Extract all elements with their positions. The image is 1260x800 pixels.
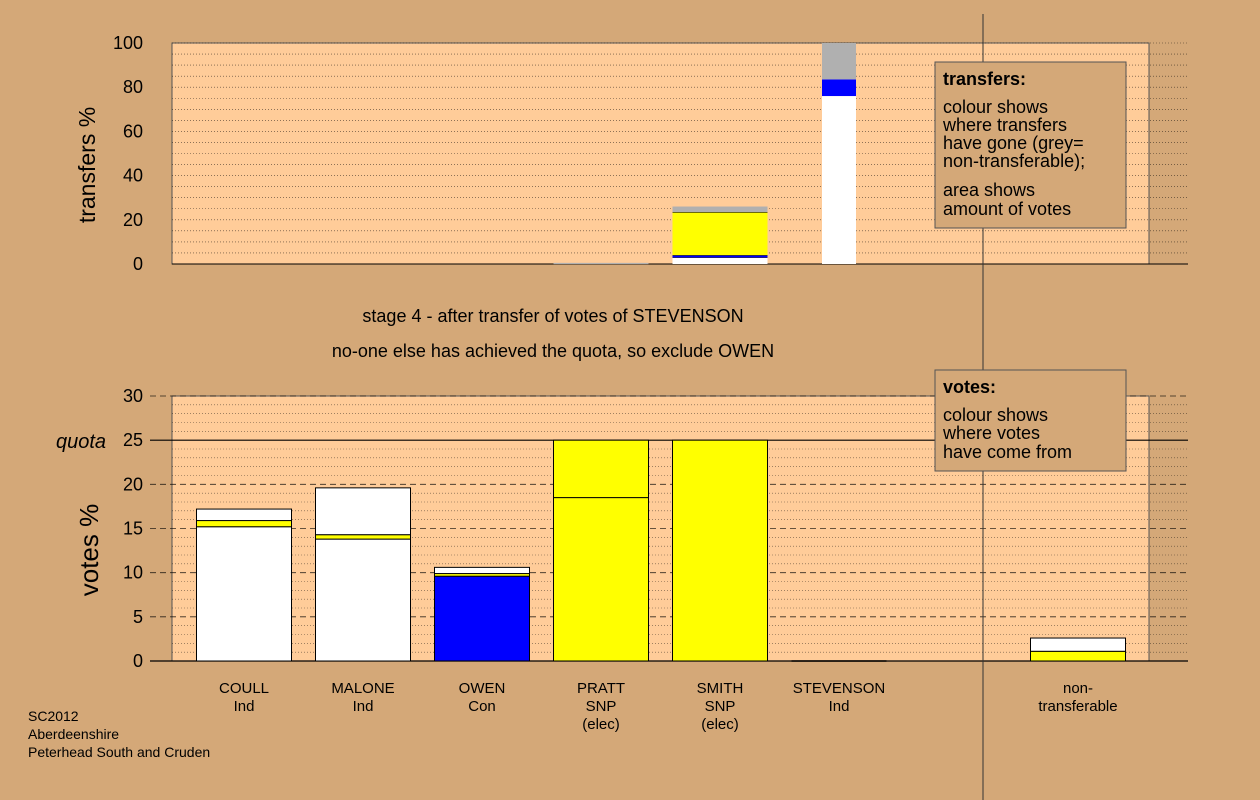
y-tick-label: 10 [123, 563, 143, 583]
vote-bar-segment [553, 497, 649, 662]
category-label: COULL [219, 680, 269, 697]
vote-bar-segment [1030, 650, 1126, 662]
transfer-bar-segment [553, 262, 649, 265]
y-tick-label: 25 [123, 430, 143, 450]
votes-legend: votes: colour shows where votes have com… [934, 369, 1127, 472]
votes-y-axis-label: votes % [74, 504, 104, 597]
category-label: transferable [1038, 698, 1117, 715]
vote-bar-segment [315, 487, 411, 536]
transfers-legend-line: have gone (grey= [943, 133, 1084, 153]
vote-bar-segment [553, 439, 649, 499]
transfer-bar-segment [822, 79, 856, 97]
y-tick-label: 20 [123, 210, 143, 230]
category-label: MALONE [331, 680, 394, 697]
transfers-bars [553, 43, 856, 265]
transfers-y-axis-label: transfers % [74, 107, 100, 223]
transfers-legend-line: amount of votes [943, 199, 1071, 219]
transfers-legend-line: colour shows [943, 97, 1048, 117]
transfers-legend-box [934, 61, 1127, 229]
category-label: (elec) [701, 716, 739, 733]
category-label: (elec) [582, 716, 620, 733]
vote-bar-segment [196, 520, 292, 528]
vote-bar-segment [315, 534, 411, 540]
y-tick-label: 100 [113, 33, 143, 53]
vote-bar-segment [196, 508, 292, 522]
y-tick-label: 15 [123, 519, 143, 539]
vote-bar-segment [1030, 637, 1126, 652]
footer-ward: Peterhead South and Cruden [28, 744, 210, 760]
transfers-legend: transfers: colour shows where transfers … [934, 61, 1127, 229]
votes-legend-title: votes: [943, 377, 996, 397]
transfer-bar-segment [672, 257, 768, 264]
category-label: SNP [705, 698, 736, 715]
category-label: Ind [234, 698, 255, 715]
vote-bar-segment [434, 575, 530, 662]
category-label: non- [1063, 680, 1093, 697]
transfers-legend-line: area shows [943, 180, 1035, 200]
transfers-y-ticks: 0 20 40 60 80 100 [113, 33, 143, 274]
votes-legend-line: colour shows [943, 405, 1048, 425]
votes-bars [196, 439, 1126, 662]
category-label: PRATT [577, 680, 625, 697]
quota-label: quota [56, 431, 106, 453]
y-tick-label: 30 [123, 386, 143, 406]
footer-election: SC2012 [28, 708, 79, 724]
transfer-bar-segment [822, 96, 856, 264]
transfers-legend-title: transfers: [943, 69, 1026, 89]
category-label: SMITH [697, 680, 744, 697]
transfer-bar-segment [672, 206, 768, 213]
vote-bar-segment [196, 526, 292, 662]
y-tick-label: 0 [133, 254, 143, 274]
stage-line-2: no-one else has achieved the quota, so e… [332, 341, 774, 361]
y-tick-label: 20 [123, 474, 143, 494]
votes-legend-box [934, 369, 1127, 472]
category-label: STEVENSON [793, 680, 886, 697]
transfer-bar-segment [822, 43, 856, 80]
stage-line-1: stage 4 - after transfer of votes of STE… [362, 306, 743, 326]
footer-council: Aberdeenshire [28, 726, 119, 742]
y-tick-label: 80 [123, 77, 143, 97]
y-tick-label: 5 [133, 607, 143, 627]
vote-bar-segment [672, 439, 768, 662]
y-tick-label: 40 [123, 166, 143, 186]
vote-bar-segment [315, 538, 411, 662]
votes-legend-line: have come from [943, 442, 1072, 462]
category-label: Ind [829, 698, 850, 715]
vote-bar-segment [434, 566, 530, 575]
category-label: SNP [586, 698, 617, 715]
y-tick-label: 0 [133, 651, 143, 671]
transfer-bar-segment [672, 255, 768, 258]
votes-legend-line: where votes [942, 423, 1040, 443]
votes-y-ticks: 0 5 10 15 20 25 30 quota [56, 386, 143, 671]
transfers-legend-line: where transfers [942, 115, 1067, 135]
transfer-bar-segment [672, 212, 768, 256]
category-label: Con [468, 698, 496, 715]
transfers-legend-line: non-transferable); [943, 151, 1085, 171]
category-label: Ind [353, 698, 374, 715]
category-label: OWEN [459, 680, 506, 697]
votes-category-labels: COULLIndMALONEIndOWENConPRATTSNP(elec)SM… [219, 680, 1118, 733]
y-tick-label: 60 [123, 121, 143, 141]
